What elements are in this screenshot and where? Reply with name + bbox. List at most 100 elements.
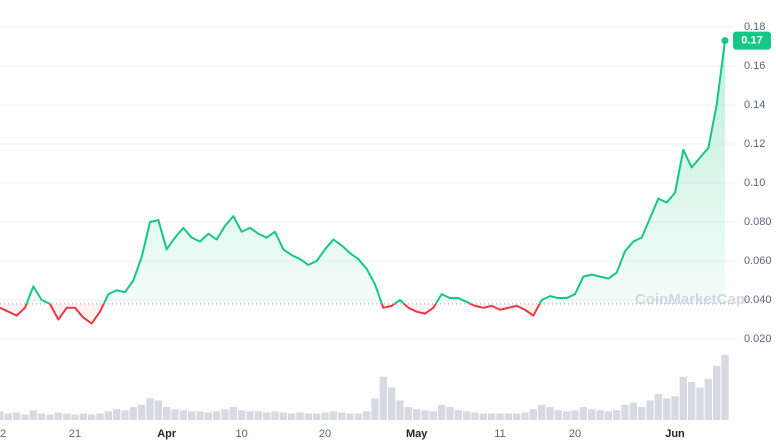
volume-bar <box>238 410 246 420</box>
x-tick-label: 11 <box>494 428 505 440</box>
volume-bar <box>538 404 546 420</box>
volume-bar <box>13 412 21 420</box>
volume-bar <box>563 411 571 420</box>
y-tick-label: 0.080 <box>744 216 772 228</box>
volume-bar <box>404 407 412 420</box>
volume-bar <box>204 412 212 420</box>
y-tick-label: 0.020 <box>744 333 772 345</box>
volume-bar <box>71 414 79 420</box>
volume-bar <box>688 382 696 420</box>
volume-bar <box>704 378 712 420</box>
volume-bar <box>471 412 479 420</box>
volume-bar <box>179 410 187 420</box>
volume-bar <box>329 411 337 420</box>
volume-bar <box>246 411 254 420</box>
volume-bar <box>529 409 537 420</box>
area-down <box>0 303 725 324</box>
y-tick-label: 0.14 <box>744 99 765 111</box>
volume-bar <box>654 394 662 420</box>
volume-bar <box>413 409 421 420</box>
volume-bar <box>304 413 312 420</box>
volume-bar <box>721 355 729 420</box>
y-tick-label: 0.12 <box>744 138 765 150</box>
volume-bar <box>354 413 362 420</box>
volume-bar <box>296 412 304 420</box>
volume-bar <box>679 376 687 420</box>
volume-bar <box>663 398 671 420</box>
volume-bar <box>63 413 71 420</box>
volume-bar <box>438 404 446 420</box>
volume-bar <box>571 410 579 420</box>
watermark: CoinMarketCap <box>635 291 745 308</box>
volume-bar <box>213 411 221 420</box>
volume-bar <box>346 413 354 420</box>
price-tag <box>733 31 771 50</box>
volume-bar <box>513 413 521 420</box>
volume-bar <box>54 412 62 420</box>
volume-bar <box>88 414 96 420</box>
volume-bar <box>454 410 462 420</box>
volume-bar <box>671 396 679 420</box>
volume-bar <box>604 411 612 420</box>
volume-bar <box>338 412 346 420</box>
volume-bar <box>279 412 287 420</box>
volume-bar <box>596 410 604 420</box>
y-tick-label: 0.060 <box>744 255 772 267</box>
volume-bar <box>613 410 621 420</box>
volume-bar <box>479 413 487 420</box>
volume-bar <box>138 404 146 420</box>
x-tick-label: Apr <box>157 428 177 440</box>
volume-bar <box>29 410 37 420</box>
volume-bar <box>321 412 329 420</box>
volume-bar <box>121 410 129 420</box>
volume-bar <box>713 365 721 420</box>
volume-bar <box>421 410 429 420</box>
volume-bar <box>621 404 629 420</box>
volume-bar <box>0 411 4 420</box>
x-tick-label: 20 <box>569 428 581 440</box>
volume-bar <box>104 411 112 420</box>
volume-bar <box>638 407 646 420</box>
volume-bar <box>446 407 454 420</box>
volume-bar <box>521 412 529 420</box>
volume-bar <box>371 398 379 420</box>
volume-bar <box>696 387 704 420</box>
volume-bar <box>554 410 562 420</box>
volume-bar <box>388 387 396 420</box>
y-tick-label: 0.16 <box>744 60 765 72</box>
volume-bar <box>221 409 229 420</box>
volume-bar <box>504 413 512 420</box>
volume-bar <box>429 411 437 420</box>
volume-bar <box>21 414 29 420</box>
volume-bar <box>379 376 387 420</box>
volume-bar <box>46 414 54 420</box>
volume-bar <box>546 407 554 420</box>
volume-bar <box>129 407 137 420</box>
y-tick-label: 0.18 <box>744 21 765 33</box>
volume-bar <box>646 400 654 420</box>
volume-bar <box>271 411 279 420</box>
price-line-up <box>25 40 726 304</box>
volume-bar <box>79 413 87 420</box>
price-tag-label: 0.17 <box>741 35 762 47</box>
volume-bar <box>579 407 587 420</box>
volume-bar <box>288 413 296 420</box>
volume-bar <box>171 409 179 420</box>
volume-bar <box>163 407 171 420</box>
volume-bar <box>313 413 321 420</box>
volume-bar <box>196 411 204 420</box>
volume-bar <box>154 400 162 420</box>
x-tick-label: May <box>406 428 428 440</box>
volume-bar <box>496 413 504 420</box>
x-tick-label: Jun <box>665 428 685 440</box>
x-tick-label: 21 <box>69 428 81 440</box>
volume-bar <box>488 413 496 420</box>
volume-bar <box>113 409 121 420</box>
volume-bar <box>146 398 154 420</box>
last-point <box>721 37 729 45</box>
volume-bar <box>4 413 12 420</box>
y-tick-label: 0.040 <box>744 294 772 306</box>
y-tick-label: 0.10 <box>744 177 765 189</box>
area-up <box>26 40 725 304</box>
